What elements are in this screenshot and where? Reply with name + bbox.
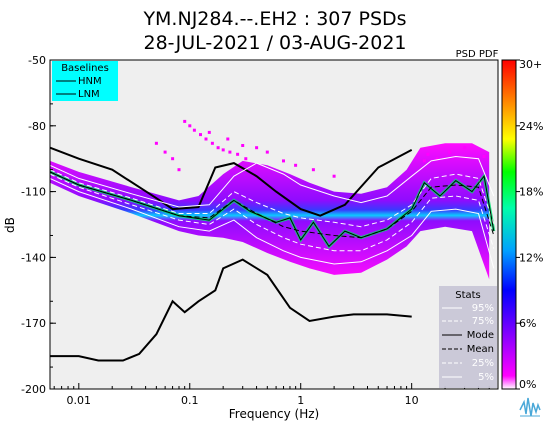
colorbar-tick-label: 30+: [519, 58, 542, 71]
waveform-logo-icon: [519, 397, 541, 417]
pdf-dot: [463, 146, 467, 150]
stat-mean-label: Mean: [467, 344, 494, 355]
pdf-dot: [426, 152, 430, 156]
stats-legend-title: Stats: [455, 290, 481, 301]
stat-25-line: [50, 173, 495, 252]
pdf-dot: [294, 163, 298, 167]
stat-mode-line: [50, 171, 495, 248]
colorbar: [501, 59, 517, 390]
x-tick-label: 0.1: [181, 394, 199, 407]
pdf-dot: [188, 124, 192, 128]
y-tick-label: -200: [21, 383, 46, 396]
colorbar-tick-label: 18%: [519, 186, 543, 199]
pdf-dot: [226, 137, 230, 141]
x-tick-label: 10: [405, 394, 419, 407]
pdf-dot: [207, 130, 211, 134]
pdf-scatter-layer: [154, 119, 486, 178]
pdf-dot: [216, 146, 220, 150]
stat-95-line: [50, 155, 495, 208]
stat-mode-label: Mode: [467, 330, 494, 341]
pdf-dot: [183, 119, 187, 123]
y-tick-label: -110: [21, 186, 46, 199]
pdf-dot: [255, 146, 259, 150]
pdf-dot: [204, 137, 208, 141]
pdf-dot: [241, 144, 245, 147]
y-tick-label: -50: [28, 54, 46, 67]
pdf-dot: [482, 155, 486, 158]
plot-frame: [49, 59, 499, 390]
pdf-dot: [435, 157, 439, 161]
x-tick-label: 0.01: [67, 394, 92, 407]
pdf-dot: [448, 150, 452, 154]
stats-legend: Stats 95% 75% Mode Mean 25% 5%: [439, 286, 497, 388]
y-tick-label: -170: [21, 317, 46, 330]
pdf-dot: [422, 159, 426, 163]
x-axis: 0.01 0.1 1 10: [53, 383, 499, 407]
stat-95-label: 95%: [472, 303, 494, 314]
y-axis: -50 -80 -110 -140 -170 -200: [21, 54, 56, 396]
x-axis-label: Frequency (Hz): [229, 407, 320, 421]
stat-mean-line: [50, 171, 495, 239]
colorbar-tick-label: 24%: [519, 120, 543, 133]
pdf-dot: [192, 128, 196, 132]
lnm-legend-label: LNM: [78, 89, 100, 100]
pdf-dot: [228, 150, 232, 154]
colorbar-ticks: 30+ 24% 18% 12% 6% 0%: [516, 58, 543, 391]
pdf-dot: [265, 150, 269, 154]
colorbar-tick-label: 0%: [519, 378, 536, 391]
pdf-dot: [199, 133, 202, 137]
chart-title-line2: 28-JUL-2021 / 03-AUG-2021: [144, 32, 407, 54]
baselines-legend: Baselines HNM LNM: [52, 61, 118, 101]
pdf-dot: [282, 159, 285, 163]
pdf-dot: [154, 141, 158, 145]
hnm-legend-label: HNM: [78, 76, 102, 87]
pdf-dot: [236, 152, 240, 156]
lnm-baseline-line: [50, 258, 412, 362]
baselines-legend-title: Baselines: [61, 63, 109, 74]
pdf-density-band: [50, 143, 490, 280]
y-tick-label: -80: [28, 120, 46, 133]
y-tick-label: -140: [21, 251, 46, 264]
pdf-dot: [311, 168, 315, 172]
colorbar-tick-label: 12%: [519, 251, 543, 264]
stat-5-line: [50, 177, 495, 269]
y-axis-label: dB: [3, 217, 17, 233]
pdf-dot: [332, 174, 336, 178]
stats-legend-box: [439, 286, 497, 388]
pdf-dot: [244, 157, 248, 161]
chart-title-line1: YM.NJ284.--.EH2 : 307 PSDs: [142, 8, 406, 30]
pdf-dot: [171, 157, 175, 161]
hnm-baseline-line: [50, 146, 413, 217]
x-tick-label: 1: [297, 394, 304, 407]
stat-5-label: 5%: [478, 372, 494, 383]
pdf-dot: [221, 148, 225, 152]
stat-75-label: 75%: [472, 316, 494, 327]
colorbar-tick-label: 6%: [519, 317, 536, 330]
colorbar-title: PSD PDF: [456, 49, 499, 60]
pdf-dot: [177, 168, 181, 172]
stat-25-label: 25%: [472, 358, 494, 369]
pdf-dot: [210, 141, 214, 145]
pdf-dot: [163, 150, 167, 154]
